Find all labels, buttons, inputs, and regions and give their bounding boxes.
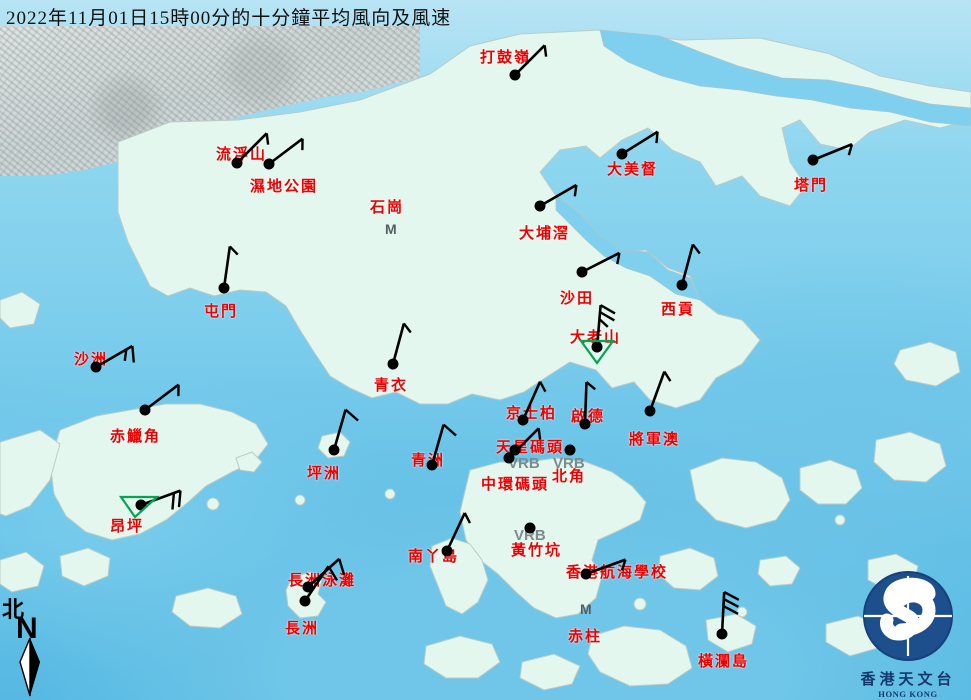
station-label: 大埔滘 xyxy=(519,226,571,242)
variable-wind-indicator: VRB xyxy=(508,455,540,472)
station-label: 赤柱 xyxy=(568,629,603,645)
station-label: 長洲 xyxy=(285,621,320,637)
hko-logo: 香港天文台 HONG KONG OBSERVATORY xyxy=(845,568,971,700)
wind-barb xyxy=(164,228,284,353)
station-label: 塔門 xyxy=(794,178,829,194)
variable-wind-indicator: VRB xyxy=(553,455,585,472)
station-label: 北角 xyxy=(552,469,587,485)
missing-data-indicator: M xyxy=(385,221,397,237)
wind-barb xyxy=(662,574,782,699)
station-label: 青衣 xyxy=(374,378,409,394)
hko-emblem-icon xyxy=(863,571,953,661)
wind-barb xyxy=(455,390,575,515)
station-label: 沙田 xyxy=(560,291,595,307)
station-label: 橫瀾島 xyxy=(698,654,750,670)
station-label: 中環碼頭 xyxy=(481,477,550,493)
hko-name-english: HONG KONG OBSERVATORY xyxy=(873,688,942,700)
hko-name-chinese: 香港天文台 xyxy=(860,672,956,688)
wind-barb xyxy=(753,100,873,225)
station-label: 屯門 xyxy=(204,304,239,320)
compass-label-english: N xyxy=(16,612,38,645)
wind-barb xyxy=(510,390,630,515)
page-title: 2022年11月01日15時00分的十分鐘平均風向及風速 xyxy=(6,8,452,29)
wind-barb xyxy=(455,15,575,140)
station-label: 黃竹坑 xyxy=(511,543,563,559)
station-label: 啟德 xyxy=(571,409,606,425)
station-label: 流浮山 xyxy=(216,147,268,163)
wind-barb xyxy=(274,390,394,515)
compass-label-chinese: 北 xyxy=(2,597,25,622)
compass-rose: 北 N xyxy=(2,592,66,698)
wind-barb xyxy=(81,445,201,570)
wind-barb xyxy=(387,491,507,616)
station-label: 濕地公園 xyxy=(250,179,319,195)
station-label: 西貢 xyxy=(661,302,696,318)
variable-wind-indicator: VRB xyxy=(514,527,546,544)
missing-data-indicator: M xyxy=(580,601,592,617)
station-label: 將軍澳 xyxy=(629,432,681,448)
station-label: 石崗 xyxy=(370,200,405,216)
station-label: 香港航海學校 xyxy=(566,565,669,581)
wind-barb xyxy=(245,541,365,666)
station-label: 坪洲 xyxy=(307,466,342,482)
wind-barb xyxy=(526,514,646,639)
north-arrow-icon xyxy=(19,637,40,697)
station-label: 赤鱲角 xyxy=(110,429,162,445)
wind-barb xyxy=(209,104,329,229)
station-label: 昂坪 xyxy=(110,519,145,535)
station-label: 大美督 xyxy=(607,162,659,178)
station-label: 打鼓嶺 xyxy=(480,50,532,66)
wind-barb xyxy=(372,405,492,530)
